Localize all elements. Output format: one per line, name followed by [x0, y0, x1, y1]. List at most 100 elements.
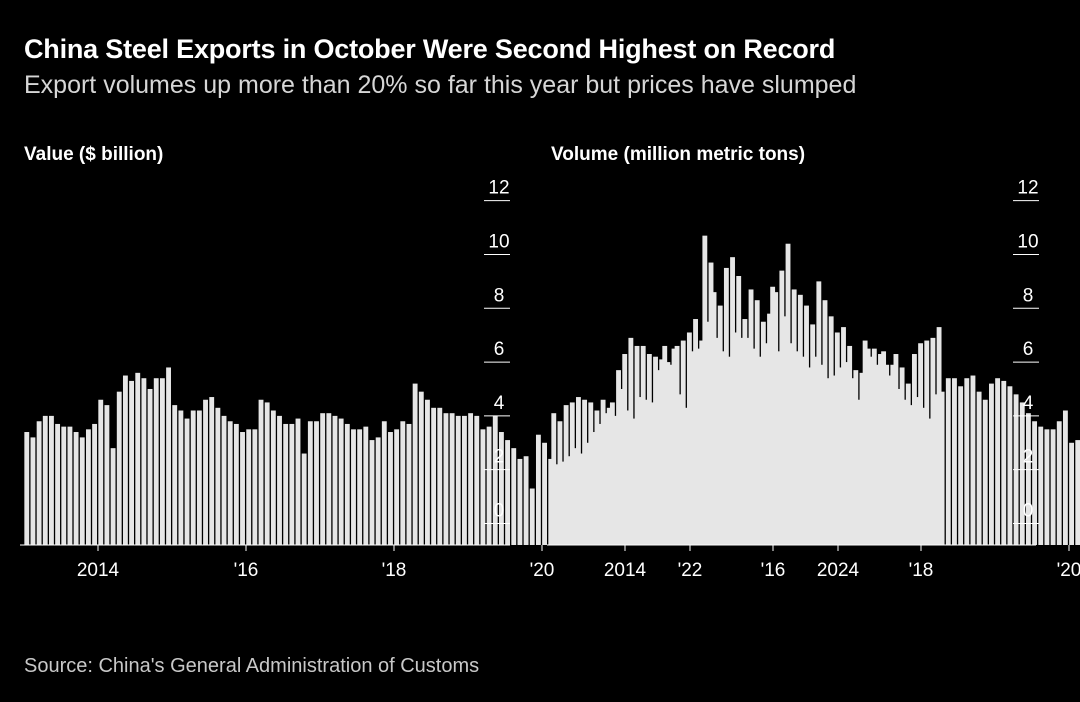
- value-bar: [770, 286, 776, 545]
- value-x-tick-label: '18: [382, 560, 407, 581]
- volume-bar: [711, 292, 717, 545]
- value-bar: [868, 356, 874, 545]
- value-bar: [492, 415, 498, 545]
- value-bar: [277, 415, 282, 545]
- value-bar: [646, 354, 652, 545]
- value-bar: [844, 362, 850, 545]
- value-x-tick-label: '16: [234, 560, 259, 581]
- value-bar: [363, 426, 369, 545]
- value-bar: [640, 345, 646, 545]
- volume-bar: [748, 289, 754, 545]
- volume-bar: [668, 364, 674, 545]
- value-bar: [67, 426, 73, 545]
- volume-bar: [816, 281, 822, 545]
- value-bar: [79, 437, 85, 545]
- value-bar: [135, 372, 141, 545]
- value-bar: [326, 413, 332, 545]
- value-bar: [283, 423, 289, 545]
- volume-bar: [791, 289, 797, 545]
- volume-bar: [810, 324, 816, 545]
- value-bar: [801, 356, 806, 545]
- value-bar: [628, 337, 634, 545]
- value-bar: [733, 332, 739, 545]
- value-bar: [141, 378, 147, 545]
- value-bar: [597, 423, 603, 545]
- value-bar: [252, 429, 258, 545]
- volume-bar: [563, 405, 569, 545]
- value-bar: [394, 429, 400, 545]
- volume-bar: [773, 292, 779, 545]
- volume-bar: [1038, 426, 1044, 545]
- value-bar: [116, 391, 122, 545]
- value-y-tick-label: 2: [494, 447, 505, 468]
- value-bar: [720, 351, 726, 545]
- value-bar: [794, 351, 800, 545]
- volume-chart: 2014 '16 '18 '20 '22 2024 0 2 4 6 8 10 12: [547, 178, 1080, 581]
- volume-bar: [649, 402, 655, 545]
- volume-bar: [656, 370, 661, 545]
- value-bar: [535, 434, 541, 545]
- volume-bar: [705, 321, 711, 545]
- value-bar: [462, 415, 467, 545]
- value-bar: [788, 343, 794, 545]
- volume-bar: [631, 418, 637, 545]
- volume-y-tick-label: 2: [1023, 447, 1034, 468]
- volume-bar: [680, 340, 686, 545]
- value-bar: [240, 432, 245, 545]
- volume-bar: [1019, 402, 1025, 545]
- value-chart: 2014 '16 '18 '20 '22 2024 0 2 4 6 8 10 12: [20, 178, 942, 581]
- volume-bar: [742, 319, 748, 545]
- volume-bar: [779, 270, 785, 545]
- value-bar: [813, 356, 819, 545]
- value-bar: [850, 378, 856, 545]
- volume-chart-title: Volume (million metric tons): [551, 144, 806, 165]
- volume-bar: [767, 313, 772, 545]
- volume-bar: [1075, 440, 1080, 545]
- value-bar: [190, 410, 196, 545]
- value-bar: [49, 415, 54, 545]
- value-bar: [85, 429, 91, 545]
- volume-bar: [1001, 380, 1007, 545]
- value-bar: [369, 440, 375, 545]
- volume-y-tick-label: 12: [1017, 178, 1038, 199]
- value-bar: [819, 364, 825, 545]
- volume-bar: [890, 364, 896, 545]
- value-bar: [924, 340, 930, 545]
- value-bar: [227, 421, 233, 545]
- value-bar: [104, 405, 110, 545]
- value-bar: [696, 348, 702, 545]
- value-y-tick-label: 8: [494, 285, 505, 306]
- value-bar: [862, 340, 868, 545]
- value-bar: [147, 388, 153, 545]
- value-bar: [554, 464, 560, 545]
- volume-bar: [902, 399, 908, 545]
- value-bar: [751, 348, 757, 545]
- value-y-tick-label: 4: [494, 393, 505, 414]
- value-bar: [683, 407, 689, 545]
- value-bar: [905, 383, 911, 545]
- volume-bar: [878, 354, 883, 545]
- value-bar: [579, 453, 584, 545]
- value-y-tick-label: 6: [494, 339, 505, 360]
- volume-y-tick-label: 8: [1023, 285, 1034, 306]
- value-x-tick-label: 2024: [817, 560, 860, 581]
- volume-bar: [1050, 429, 1056, 545]
- value-bar: [807, 367, 813, 545]
- value-bar: [314, 421, 319, 545]
- value-bar: [184, 418, 190, 545]
- value-bar: [129, 380, 134, 545]
- value-bar: [196, 410, 202, 545]
- volume-bar: [945, 378, 951, 545]
- volume-bar: [958, 386, 964, 545]
- value-bar: [523, 456, 529, 545]
- volume-bar: [736, 276, 742, 545]
- volume-bar: [606, 407, 612, 545]
- value-bar: [295, 418, 301, 545]
- value-y-tick-label: 10: [488, 231, 509, 252]
- volume-y-tick-label: 10: [1017, 231, 1038, 252]
- value-bar: [92, 423, 98, 545]
- volume-bar: [896, 388, 902, 545]
- value-bar: [653, 356, 658, 545]
- volume-bar: [1007, 386, 1013, 545]
- value-bar: [468, 413, 474, 545]
